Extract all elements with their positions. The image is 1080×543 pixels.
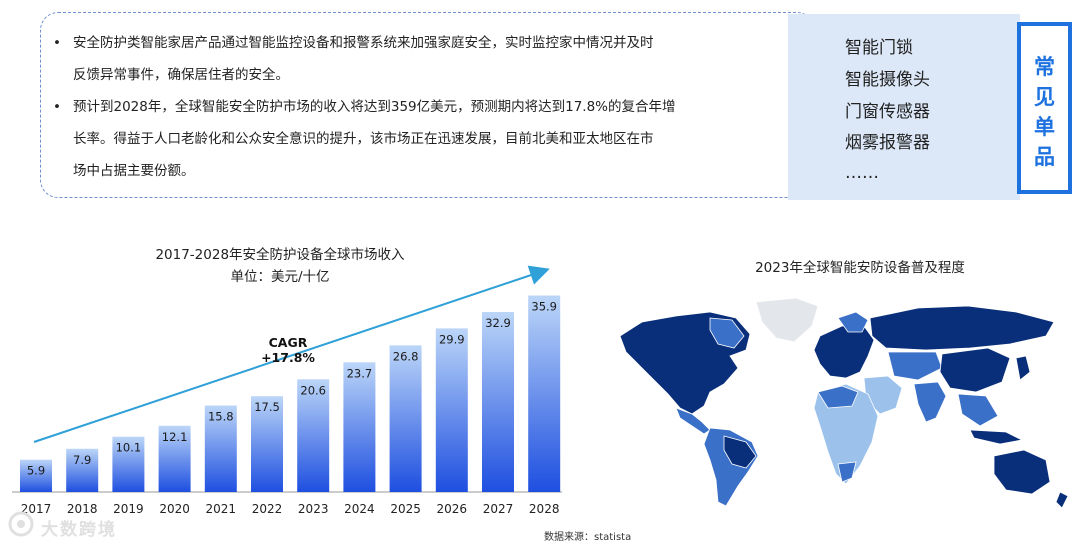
x-tick-label: 2018	[67, 502, 98, 516]
x-tick-label: 2024	[344, 502, 375, 516]
bar	[297, 379, 330, 492]
data-source: 数据来源：statista	[544, 532, 632, 543]
map-region-scandinavia	[837, 311, 869, 333]
tag-char: 见	[1034, 85, 1055, 109]
bullet-1: 安全防护类智能家居产品通过智能监控设备和报警系统来加强家庭安全，实时监控家中情况…	[53, 27, 773, 91]
tag-char: 品	[1034, 145, 1055, 169]
x-tick-label: 2027	[483, 502, 514, 516]
cagr-value: +17.8%	[261, 350, 315, 365]
x-tick-label: 2028	[529, 502, 560, 516]
map-region-europe	[813, 325, 875, 379]
bar	[343, 362, 376, 492]
bar-value-label: 5.9	[27, 464, 45, 478]
map-region-south-africa	[837, 461, 857, 483]
product-item: ……	[845, 163, 879, 183]
bullet-1-line-2: 反馈异常事件，确保居住者的安全。	[73, 67, 289, 83]
bar	[251, 396, 283, 492]
world-map	[619, 297, 1069, 509]
map-region-central-america	[675, 407, 711, 435]
bar-value-label: 12.1	[162, 430, 188, 444]
map-region-india	[913, 381, 947, 423]
summary-box: 安全防护类智能家居产品通过智能监控设备和报警系统来加强家庭安全，实时监控家中情况…	[40, 12, 815, 198]
map-region-southeast-asia	[957, 393, 999, 427]
bar-value-label: 17.5	[254, 400, 280, 414]
bullet-2-line-3: 场中占据主要份额。	[73, 163, 195, 179]
bullet-1-line-1: 安全防护类智能家居产品通过智能监控设备和报警系统来加强家庭安全，实时监控家中情况…	[73, 35, 654, 51]
bar-value-label: 20.6	[300, 383, 326, 397]
bar-value-label: 23.7	[347, 366, 373, 380]
map-region-brazil	[723, 435, 757, 469]
bar	[158, 425, 191, 492]
product-item: 门窗传感器	[845, 102, 930, 122]
map-region-russia	[869, 305, 1055, 351]
products-card: 智能门锁 智能摄像头 门窗传感器 烟雾报警器 ……	[788, 14, 1020, 200]
bar	[66, 448, 99, 492]
cagr-label: CAGR	[269, 335, 308, 350]
watermark: 大数跨境	[8, 511, 115, 541]
bar-value-label: 29.9	[439, 332, 465, 346]
x-tick-label: 2026	[437, 502, 468, 516]
bar	[112, 436, 145, 492]
bar-chart-subtitle: 单位：美元/十亿	[230, 269, 330, 285]
bullet-2: 预计到2028年，全球智能安全防护市场的收入将达到359亿美元，预测期内将达到1…	[53, 91, 773, 187]
bar	[528, 295, 561, 492]
map-region-indonesia	[969, 429, 1024, 445]
bar-chart: 5.9 2017 7.9 2018 10.1 2019 12.1 2020 15.8 2021 17…	[12, 265, 562, 516]
product-item: 智能门锁	[845, 38, 913, 58]
bar-value-label: 26.8	[393, 349, 419, 363]
products-tag: 常 见 单 品	[1017, 22, 1072, 194]
bullet-2-line-1: 预计到2028年，全球智能安全防护市场的收入将达到359亿美元，预测期内将达到1…	[73, 99, 676, 115]
product-item: 智能摄像头	[845, 70, 930, 90]
bar	[482, 311, 514, 492]
product-item: 烟雾报警器	[845, 133, 930, 153]
bar-value-label: 10.1	[116, 441, 142, 455]
bar-chart-title: 2017-2028年安全防护设备全球市场收入	[155, 247, 405, 263]
map-region-new-zealand	[1055, 491, 1069, 509]
x-tick-label: 2023	[298, 502, 329, 516]
x-tick-label: 2019	[113, 502, 144, 516]
bar-value-label: 15.8	[208, 410, 234, 424]
cagr-arrow	[33, 265, 550, 443]
bar-value-label: 32.9	[485, 316, 511, 330]
map-region-china	[939, 347, 1011, 393]
map-region-greenland	[755, 297, 819, 343]
tag-char: 常	[1034, 55, 1055, 79]
x-tick-label: 2020	[159, 502, 190, 516]
tag-char: 单	[1034, 115, 1055, 139]
bar-value-label: 7.9	[73, 453, 91, 467]
map-region-north-africa	[817, 385, 859, 409]
x-tick-label: 2025	[390, 502, 421, 516]
bar	[20, 459, 52, 492]
map-region-canada-east	[709, 317, 745, 349]
bar-value-label: 35.9	[531, 300, 557, 314]
x-tick-label: 2021	[206, 502, 237, 516]
map-region-central-asia	[887, 351, 943, 381]
bar	[204, 405, 237, 492]
bar	[389, 345, 422, 492]
bullet-2-line-2: 长率。得益于人口老龄化和公众安全意识的提升，该市场正在迅速发展，目前北美和亚太地…	[73, 131, 654, 147]
watermark-text: 大数跨境	[41, 520, 117, 540]
x-tick-label: 2022	[252, 502, 283, 516]
x-tick-label: 2017	[21, 502, 52, 516]
map-title: 2023年全球智能安防设备普及程度	[755, 260, 965, 276]
bar	[435, 328, 468, 492]
map-region-japan-korea	[1015, 355, 1031, 381]
map-region-australia	[993, 449, 1051, 495]
watermark-logo-icon	[8, 511, 34, 537]
